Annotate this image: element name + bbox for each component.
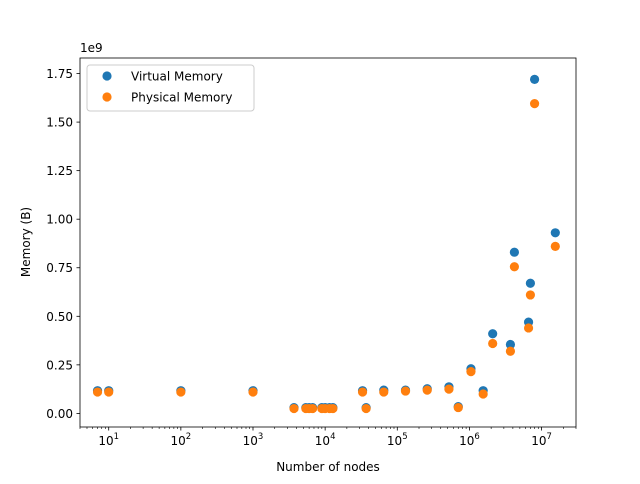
- legend: Virtual Memory Physical Memory: [86, 64, 255, 112]
- x-axis-label: Number of nodes: [276, 460, 380, 474]
- x-tick-label: 102: [171, 432, 192, 448]
- x-tick-label: 104: [315, 432, 336, 448]
- legend-label: Virtual Memory: [131, 70, 223, 84]
- physical-memory-point: [176, 387, 186, 397]
- legend-box: [86, 64, 255, 112]
- physical-memory-point: [509, 262, 519, 272]
- x-tick-base: 10: [459, 434, 474, 448]
- y-tick-label: 1.50: [46, 116, 73, 130]
- physical-memory-point: [488, 338, 498, 349]
- x-tick-base: 10: [531, 434, 546, 448]
- y-axis-label: Memory (B): [19, 207, 33, 277]
- x-tick-base: 10: [387, 434, 402, 448]
- y-tick-label: 0.75: [46, 261, 73, 275]
- x-tick-label: 107: [531, 432, 552, 448]
- physical-memory-point: [92, 387, 103, 397]
- x-tick-base: 10: [98, 434, 113, 448]
- x-axis-ticks: 101 102 103 104 105 106 107: [79, 427, 577, 448]
- virtual-memory-point: [509, 247, 519, 257]
- virtual-memory-point: [488, 329, 498, 339]
- x-tick-exponent: 3: [258, 432, 263, 442]
- x-tick-label: 101: [98, 432, 119, 448]
- physical-memory-point: [525, 290, 536, 300]
- y-tick-label: 1.25: [46, 164, 73, 178]
- physical-memory-point: [357, 387, 368, 397]
- x-tick-exponent: 1: [114, 432, 119, 442]
- x-tick-base: 10: [171, 434, 186, 448]
- physical-memory-point: [529, 99, 540, 109]
- physical-memory-point: [478, 389, 488, 399]
- virtual-memory-point: [529, 74, 540, 84]
- physical-memory-point: [361, 403, 371, 414]
- plot-frame: [79, 57, 577, 428]
- physical-memory-point: [328, 403, 338, 414]
- y-tick-label: 1.75: [46, 67, 73, 81]
- physical-memory-point: [523, 323, 534, 333]
- y-tick-label: 0.25: [46, 358, 73, 372]
- x-tick-base: 10: [315, 434, 330, 448]
- y-axis-ticks: 0.00 0.25 0.50 0.75 1.00 1.25 1.50 1.75: [46, 67, 80, 421]
- physical-memory-point: [307, 403, 318, 414]
- data-points: [92, 74, 560, 414]
- x-tick-base: 10: [243, 434, 258, 448]
- physical-memory-point: [379, 387, 389, 397]
- virtual-memory-point: [550, 228, 560, 238]
- x-tick-exponent: 5: [402, 432, 407, 442]
- physical-memory-point: [453, 402, 463, 413]
- legend-marker: [102, 92, 112, 102]
- x-tick-exponent: 2: [186, 432, 191, 442]
- physical-memory-point: [289, 403, 299, 414]
- legend-label: Physical Memory: [131, 91, 232, 105]
- physical-memory-point: [248, 387, 258, 397]
- y-tick-label: 1.00: [46, 213, 73, 227]
- plot-area: [79, 57, 577, 428]
- physical-memory-point: [550, 241, 560, 251]
- physical-memory-point: [422, 385, 432, 395]
- x-tick-exponent: 6: [474, 432, 479, 442]
- physical-memory-point: [466, 367, 476, 377]
- x-tick-label: 103: [243, 432, 264, 448]
- y-offset-text: 1e9: [80, 41, 103, 55]
- x-tick-label: 106: [459, 432, 480, 448]
- physical-memory-point: [400, 386, 411, 396]
- x-tick-label: 105: [387, 432, 408, 448]
- y-tick-label: 0.50: [46, 310, 73, 324]
- physical-memory-point: [505, 346, 516, 356]
- physical-memory-point: [104, 387, 114, 397]
- legend-marker: [102, 71, 112, 81]
- x-tick-exponent: 7: [547, 432, 552, 442]
- y-tick-label: 0.00: [46, 407, 73, 421]
- physical-memory-point: [444, 384, 454, 394]
- x-tick-exponent: 4: [330, 432, 335, 442]
- virtual-memory-point: [505, 339, 516, 350]
- virtual-memory-point: [525, 278, 536, 288]
